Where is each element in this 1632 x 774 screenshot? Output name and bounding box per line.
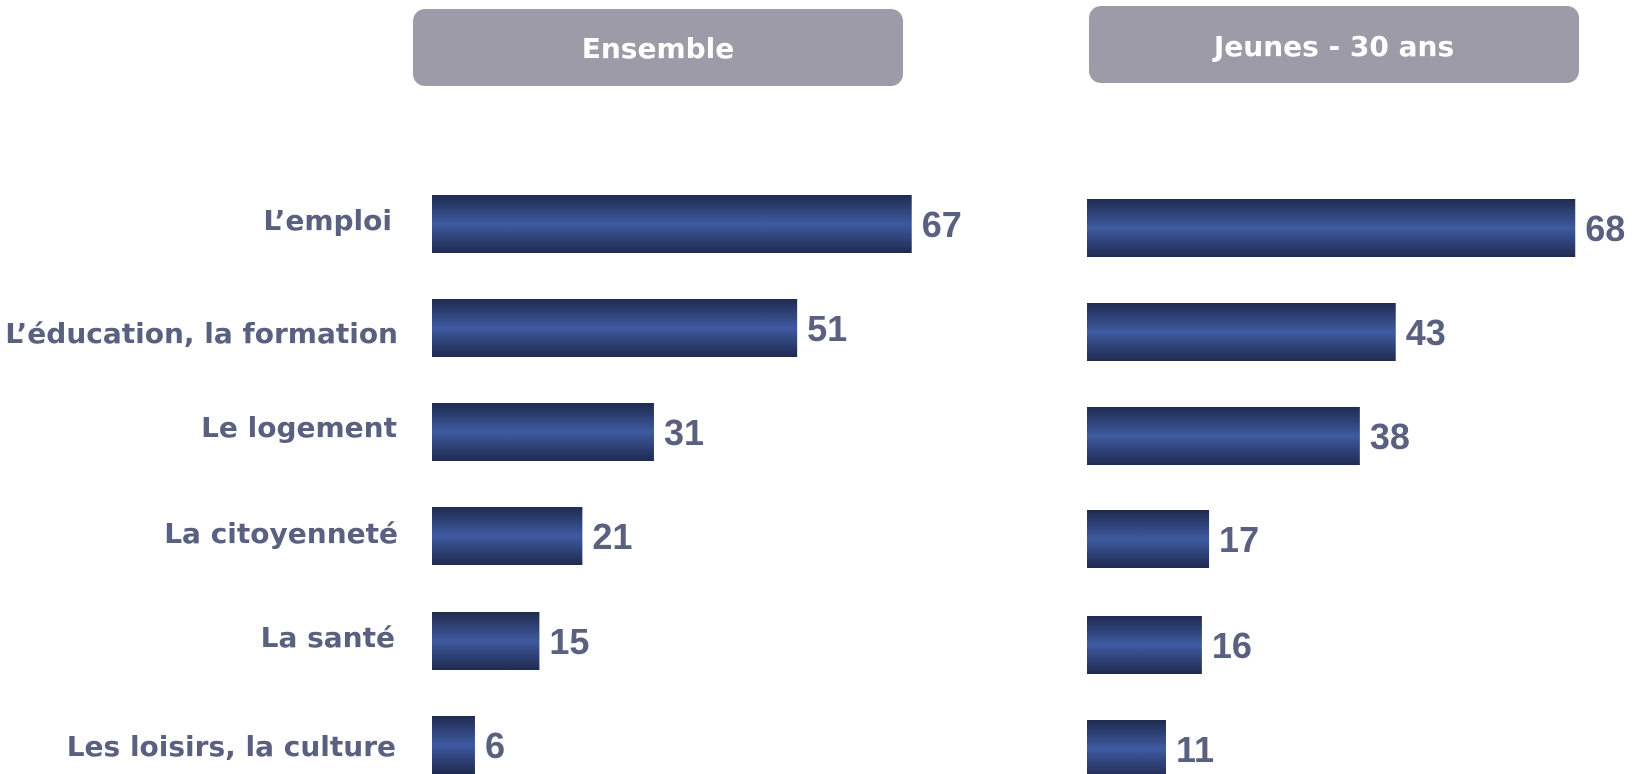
panel-header-jeunes: Jeunes - 30 ans	[1089, 6, 1579, 83]
bars-layer	[432, 195, 1576, 774]
bar-jeunes	[1087, 720, 1166, 774]
bar-jeunes	[1087, 510, 1210, 568]
bar-ensemble	[432, 403, 654, 461]
category-label: L’éducation, la formation	[5, 317, 398, 350]
value-label-ensemble: 15	[549, 621, 589, 662]
value-label-jeunes: 68	[1585, 208, 1625, 249]
bar-jeunes	[1087, 407, 1360, 465]
panel-title-ensemble: Ensemble	[582, 32, 735, 65]
category-label: La citoyenneté	[164, 517, 398, 550]
bar-jeunes	[1087, 199, 1576, 257]
panel-header-ensemble: Ensemble	[413, 9, 903, 86]
category-labels: L’emploi L’éducation, la formation Le lo…	[5, 204, 398, 763]
panel-header-jeunes-bg	[1089, 6, 1579, 83]
value-label-jeunes: 11	[1176, 729, 1214, 770]
bar-ensemble	[432, 299, 798, 357]
value-label-ensemble: 6	[485, 725, 505, 766]
value-label-jeunes: 43	[1406, 312, 1446, 353]
value-label-jeunes: 38	[1370, 416, 1410, 457]
bar-ensemble	[432, 716, 475, 774]
category-label: La santé	[261, 621, 395, 654]
value-label-jeunes: 16	[1212, 625, 1252, 666]
bar-jeunes	[1087, 616, 1202, 674]
bar-jeunes	[1087, 303, 1396, 361]
bar-ensemble	[432, 195, 912, 253]
category-label: Le logement	[201, 411, 397, 444]
category-label: Les loisirs, la culture	[67, 730, 396, 763]
value-label-jeunes: 17	[1219, 519, 1259, 560]
panel-header-ensemble-bg	[413, 9, 903, 86]
value-label-ensemble: 51	[807, 308, 847, 349]
value-label-ensemble: 31	[664, 412, 704, 453]
bar-ensemble	[432, 507, 583, 565]
category-label: L’emploi	[263, 204, 392, 237]
value-label-ensemble: 21	[592, 516, 632, 557]
bar-ensemble	[432, 612, 540, 670]
panel-title-jeunes: Jeunes - 30 ans	[1212, 30, 1454, 63]
value-labels-layer: 67 51 31 21 15 6 68 43 38 17 16 11	[485, 204, 1625, 770]
value-label-ensemble: 67	[922, 204, 962, 245]
